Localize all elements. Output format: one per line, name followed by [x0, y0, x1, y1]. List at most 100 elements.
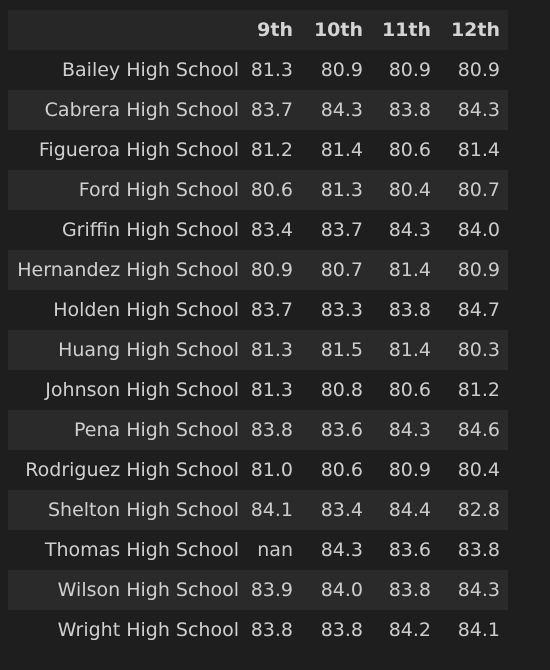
table-row: Bailey High School 81.3 80.9 80.9 80.9	[8, 50, 508, 90]
table-row: Holden High School 83.7 83.3 83.8 84.7	[8, 290, 508, 330]
cell-10th-score: 84.3	[320, 539, 363, 561]
cell-10th-score: 83.7	[320, 219, 363, 241]
table-row: Wright High School 83.8 83.8 84.2 84.1	[8, 610, 508, 650]
cell-9th-score: 83.4	[250, 219, 293, 241]
cell-9th-score: 81.3	[250, 59, 293, 81]
cell-10th-score: 80.6	[320, 459, 363, 481]
row-label-school: Huang High School	[58, 339, 239, 361]
row-label-school: Wilson High School	[57, 579, 239, 601]
cell-11th-score: 83.8	[388, 299, 431, 321]
header-corner-cell	[8, 10, 239, 50]
cell-10th-score: 81.5	[320, 339, 363, 361]
cell-9th-score: 80.6	[250, 179, 293, 201]
row-label-school: Johnson High School	[45, 379, 239, 401]
cell-12th-score: 84.3	[457, 99, 500, 121]
cell-12th-score: 81.4	[457, 139, 500, 161]
cell-11th-score: 84.3	[388, 419, 431, 441]
cell-9th-score: 83.8	[250, 619, 293, 641]
cell-10th-score: 84.3	[320, 99, 363, 121]
table-row: Huang High School 81.3 81.5 81.4 80.3	[8, 330, 508, 370]
row-label-school: Thomas High School	[44, 539, 239, 561]
header-row: 9th 10th 11th 12th	[8, 10, 508, 50]
column-header-9th: 9th	[257, 19, 293, 41]
row-label-school: Pena High School	[74, 419, 239, 441]
cell-9th-score: nan	[257, 539, 293, 561]
table-row: Thomas High School nan 84.3 83.6 83.8	[8, 530, 508, 570]
cell-10th-score: 80.8	[320, 379, 363, 401]
row-label-school: Ford High School	[78, 179, 239, 201]
table-header: 9th 10th 11th 12th	[8, 10, 508, 50]
cell-11th-score: 80.9	[388, 59, 431, 81]
cell-9th-score: 81.3	[250, 379, 293, 401]
cell-11th-score: 81.4	[388, 259, 431, 281]
cell-11th-score: 80.4	[388, 179, 431, 201]
cell-10th-score: 84.0	[320, 579, 363, 601]
cell-11th-score: 80.6	[388, 139, 431, 161]
cell-11th-score: 84.3	[388, 219, 431, 241]
cell-12th-score: 84.3	[457, 579, 500, 601]
cell-12th-score: 80.7	[457, 179, 500, 201]
cell-11th-score: 81.4	[388, 339, 431, 361]
cell-11th-score: 83.8	[388, 99, 431, 121]
table-row: Rodriguez High School 81.0 80.6 80.9 80.4	[8, 450, 508, 490]
cell-10th-score: 81.3	[320, 179, 363, 201]
cell-11th-score: 80.9	[388, 459, 431, 481]
cell-9th-score: 81.3	[250, 339, 293, 361]
cell-12th-score: 80.9	[457, 59, 500, 81]
table-row: Pena High School 83.8 83.6 84.3 84.6	[8, 410, 508, 450]
row-label-school: Rodriguez High School	[25, 459, 239, 481]
row-label-school: Griffin High School	[61, 219, 239, 241]
table-body: Bailey High School 81.3 80.9 80.9 80.9 Cabrer…	[8, 50, 508, 650]
column-header-10th: 10th	[313, 19, 363, 41]
row-label-school: Holden High School	[53, 299, 239, 321]
cell-12th-score: 80.9	[457, 259, 500, 281]
grade-score-table: 9th 10th 11th 12th Bailey High School 81.…	[8, 10, 508, 650]
table-row: Shelton High School 84.1 83.4 84.4 82.8	[8, 490, 508, 530]
table-row: Ford High School 80.6 81.3 80.4 80.7	[8, 170, 508, 210]
cell-10th-score: 83.4	[320, 499, 363, 521]
cell-12th-score: 82.8	[457, 499, 500, 521]
cell-10th-score: 83.6	[320, 419, 363, 441]
cell-9th-score: 83.9	[250, 579, 293, 601]
cell-10th-score: 83.8	[320, 619, 363, 641]
cell-9th-score: 84.1	[250, 499, 293, 521]
cell-12th-score: 83.8	[457, 539, 500, 561]
cell-9th-score: 81.2	[250, 139, 293, 161]
cell-12th-score: 81.2	[457, 379, 500, 401]
cell-11th-score: 84.2	[388, 619, 431, 641]
table-row: Figueroa High School 81.2 81.4 80.6 81.4	[8, 130, 508, 170]
cell-10th-score: 81.4	[320, 139, 363, 161]
cell-11th-score: 83.6	[388, 539, 431, 561]
cell-9th-score: 81.0	[250, 459, 293, 481]
cell-12th-score: 84.0	[457, 219, 500, 241]
cell-10th-score: 83.3	[320, 299, 363, 321]
cell-12th-score: 84.6	[457, 419, 500, 441]
table-row: Johnson High School 81.3 80.8 80.6 81.2	[8, 370, 508, 410]
cell-12th-score: 80.4	[457, 459, 500, 481]
row-label-school: Shelton High School	[47, 499, 239, 521]
table-row: Griffin High School 83.4 83.7 84.3 84.0	[8, 210, 508, 250]
cell-9th-score: 83.8	[250, 419, 293, 441]
cell-11th-score: 83.8	[388, 579, 431, 601]
cell-11th-score: 80.6	[388, 379, 431, 401]
row-label-school: Cabrera High School	[44, 99, 239, 121]
dataframe-output: 9th 10th 11th 12th Bailey High School 81.…	[8, 10, 508, 650]
cell-9th-score: 80.9	[250, 259, 293, 281]
cell-9th-score: 83.7	[250, 99, 293, 121]
table-row: Cabrera High School 83.7 84.3 83.8 84.3	[8, 90, 508, 130]
cell-12th-score: 84.7	[457, 299, 500, 321]
row-label-school: Figueroa High School	[38, 139, 239, 161]
cell-11th-score: 84.4	[388, 499, 431, 521]
row-label-school: Hernandez High School	[17, 259, 239, 281]
cell-12th-score: 80.3	[457, 339, 500, 361]
column-header-12th: 12th	[450, 19, 500, 41]
column-header-11th: 11th	[381, 19, 431, 41]
cell-10th-score: 80.9	[320, 59, 363, 81]
table-row: Hernandez High School 80.9 80.7 81.4 80.9	[8, 250, 508, 290]
cell-12th-score: 84.1	[457, 619, 500, 641]
cell-10th-score: 80.7	[320, 259, 363, 281]
table-row: Wilson High School 83.9 84.0 83.8 84.3	[8, 570, 508, 610]
cell-9th-score: 83.7	[250, 299, 293, 321]
row-label-school: Wright High School	[57, 619, 239, 641]
row-label-school: Bailey High School	[62, 59, 239, 81]
